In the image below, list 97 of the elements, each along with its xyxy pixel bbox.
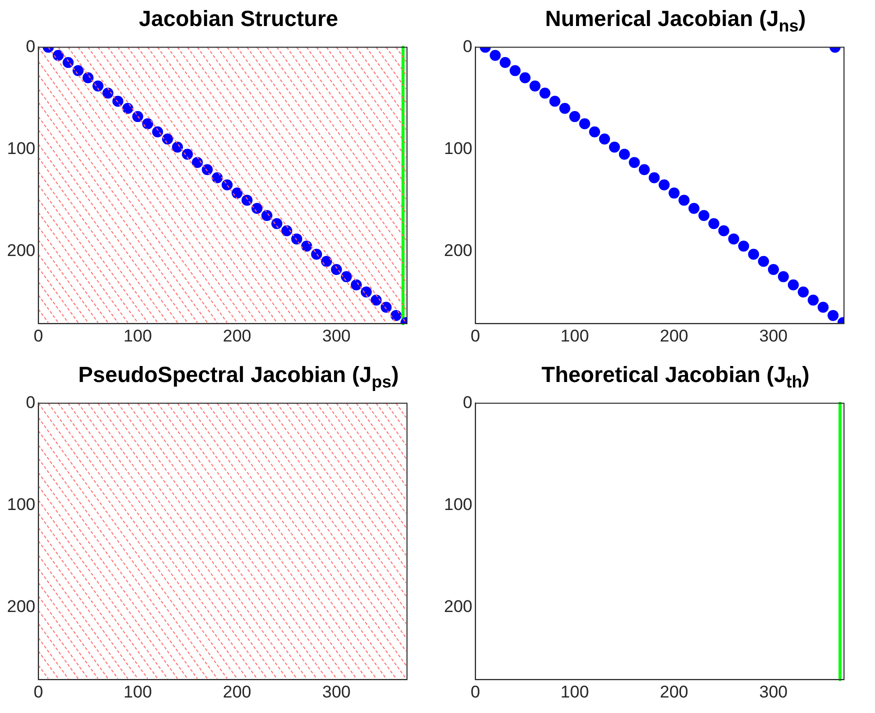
y-tick-label: 0 — [462, 392, 472, 412]
point — [708, 218, 720, 230]
y-tick-label: 100 — [444, 138, 472, 158]
point — [301, 240, 312, 252]
x-tick-label: 100 — [560, 682, 589, 702]
point — [808, 294, 819, 306]
point — [242, 194, 253, 206]
x-tick-label: 200 — [660, 682, 688, 702]
point — [818, 302, 829, 313]
point — [520, 72, 531, 84]
point — [748, 248, 760, 260]
point — [92, 80, 104, 92]
point — [628, 156, 640, 168]
y-tick-label: 0 — [26, 392, 36, 412]
y-tick-label: 200 — [6, 240, 36, 260]
y-tick-label: 200 — [6, 596, 36, 616]
point — [261, 210, 272, 221]
point — [291, 233, 302, 244]
point — [112, 96, 124, 107]
chart-title: Numerical Jacobian (J$_{ns}$) — [544, 6, 807, 36]
x-tick-label: 300 — [322, 326, 351, 346]
point — [638, 164, 650, 176]
point — [559, 102, 570, 114]
point — [202, 164, 213, 176]
point — [778, 271, 789, 282]
point — [718, 225, 730, 236]
point — [281, 225, 292, 236]
point — [738, 240, 750, 252]
point — [688, 202, 700, 214]
point — [698, 210, 710, 221]
point — [579, 118, 590, 130]
y-tick-label: 100 — [6, 138, 36, 158]
point — [340, 271, 352, 282]
point — [232, 188, 243, 199]
y-tick-label: 200 — [444, 240, 472, 260]
point — [510, 65, 521, 76]
point — [668, 188, 680, 199]
point — [768, 264, 779, 276]
point — [72, 65, 84, 76]
x-tick-label: 100 — [124, 682, 152, 702]
y-tick-label: 200 — [444, 596, 472, 616]
x-tick-label: 100 — [560, 326, 589, 346]
point — [599, 133, 610, 144]
point — [658, 179, 670, 190]
x-tick-label: 300 — [759, 682, 788, 702]
point — [52, 50, 64, 61]
point — [321, 256, 332, 267]
point — [222, 179, 233, 190]
point — [589, 126, 600, 138]
point — [152, 126, 164, 138]
point — [529, 80, 540, 92]
point — [132, 111, 144, 122]
chart-title: PseudoSpectral Jacobian (J$_{ps}$) — [77, 362, 400, 392]
point — [678, 194, 690, 206]
x-tick-label: 300 — [322, 682, 351, 702]
point — [82, 72, 94, 84]
point — [162, 133, 174, 144]
x-tick-label: 200 — [660, 326, 688, 346]
point — [271, 218, 282, 230]
point — [549, 96, 560, 107]
y-tick-label: 100 — [444, 494, 472, 514]
x-tick-label: 300 — [759, 326, 788, 346]
y-tick-label: 0 — [462, 36, 472, 56]
point — [311, 248, 322, 260]
point — [798, 286, 809, 298]
point — [172, 142, 183, 153]
point — [728, 233, 740, 244]
point — [539, 88, 550, 99]
point — [102, 88, 114, 99]
point — [182, 148, 193, 160]
point — [500, 57, 511, 68]
point — [390, 310, 402, 321]
point — [608, 142, 620, 153]
point — [142, 118, 154, 130]
point — [360, 286, 372, 298]
point — [648, 172, 660, 184]
chart-title: Theoretical Jacobian (J$_{th}$) — [540, 362, 810, 392]
x-tick-label: 200 — [222, 682, 252, 702]
point — [380, 302, 392, 313]
point — [758, 256, 770, 267]
point — [569, 111, 580, 122]
point — [618, 148, 630, 160]
point — [330, 264, 342, 276]
point — [370, 294, 382, 306]
point — [828, 310, 839, 321]
y-tick-label: 100 — [6, 494, 36, 514]
point — [62, 57, 74, 68]
x-tick-label: 200 — [222, 326, 252, 346]
x-tick-label: 100 — [124, 326, 152, 346]
point — [251, 202, 262, 214]
point — [192, 156, 203, 168]
point — [350, 279, 362, 290]
point — [490, 50, 501, 61]
chart-title: Jacobian Structure — [138, 6, 340, 32]
y-tick-label: 0 — [26, 36, 36, 56]
point — [788, 279, 799, 290]
point — [122, 102, 134, 114]
